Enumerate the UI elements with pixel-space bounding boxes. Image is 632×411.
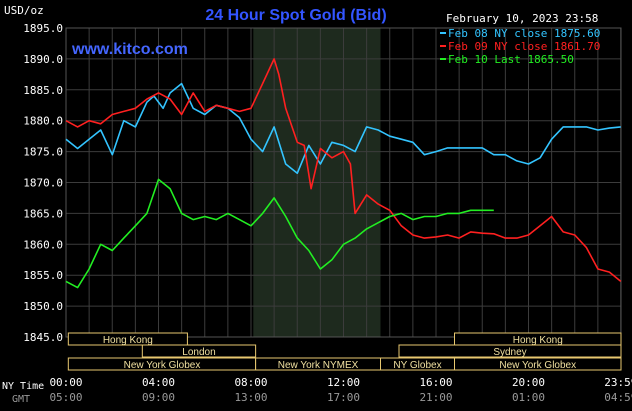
y-tick-label-3: 1880.0 bbox=[23, 115, 63, 128]
session-label-4: NY Globex bbox=[393, 360, 441, 371]
y-tick-label-7: 1860.0 bbox=[23, 238, 63, 251]
y-tick-label-2: 1885.0 bbox=[23, 84, 63, 97]
x-tick-gmt-0: 05:00 bbox=[49, 391, 82, 404]
y-tick-label-5: 1870.0 bbox=[23, 177, 63, 190]
gmt-label: GMT bbox=[12, 394, 30, 405]
x-tick-ny-0: 00:00 bbox=[49, 376, 82, 389]
y-tick-label-6: 1865.0 bbox=[23, 207, 63, 220]
session-box-6 bbox=[398, 344, 622, 358]
session-label-5: Hong Kong bbox=[513, 335, 563, 346]
legend-label-2: Feb 10 Last 1865.50 bbox=[448, 53, 574, 66]
series-line-1 bbox=[65, 58, 622, 283]
series-layer bbox=[65, 58, 622, 289]
legend: Feb 08 NY close 1875.60 Feb 09 NY close … bbox=[440, 27, 600, 66]
x-tick-gmt-2: 13:00 bbox=[234, 391, 267, 404]
x-tick-gmt-6: 04:59 bbox=[604, 391, 632, 404]
date-label: February 10, 2023 23:58 bbox=[446, 12, 598, 25]
session-layer: Hong Kong London New York Globex New York N… bbox=[67, 332, 622, 371]
x-tick-ny-5: 20:00 bbox=[512, 376, 545, 389]
x-tick-gmt-5: 01:00 bbox=[512, 391, 545, 404]
x-tick-gmt-3: 17:00 bbox=[327, 391, 360, 404]
x-tick-ny-6: 23:59 bbox=[604, 376, 632, 389]
session-label-2: New York Globex bbox=[124, 360, 201, 371]
watermark: www.kitco.com bbox=[71, 41, 188, 58]
x-tick-ny-3: 12:00 bbox=[327, 376, 360, 389]
chart-title: 24 Hour Spot Gold (Bid) bbox=[205, 7, 386, 24]
session-box-1 bbox=[141, 344, 257, 358]
x-tick-ny-1: 04:00 bbox=[142, 376, 175, 389]
x-tick-ny-4: 16:00 bbox=[419, 376, 452, 389]
session-box-7 bbox=[454, 357, 622, 371]
legend-label-0: Feb 08 NY close 1875.60 bbox=[448, 27, 600, 40]
x-tick-gmt-1: 09:00 bbox=[142, 391, 175, 404]
session-box-0 bbox=[67, 332, 188, 346]
x-tick-ny-2: 08:00 bbox=[234, 376, 267, 389]
legend-label-1: Feb 09 NY close 1861.70 bbox=[448, 40, 600, 53]
session-label-6: Sydney bbox=[493, 347, 526, 358]
session-label-7: New York Globex bbox=[499, 360, 576, 371]
axis-layer: 1895.0 1890.0 1885.0 1880.0 1875.0 1870.0 1865… bbox=[23, 22, 632, 404]
series-line-2 bbox=[65, 178, 494, 289]
ny-time-label: NY Time bbox=[2, 381, 44, 392]
plot-frame bbox=[65, 27, 622, 338]
x-tick-gmt-4: 21:00 bbox=[419, 391, 452, 404]
y-tick-label-4: 1875.0 bbox=[23, 146, 63, 159]
y-tick-label-10: 1845.0 bbox=[23, 331, 63, 344]
session-label-0: Hong Kong bbox=[103, 335, 153, 346]
session-label-1: London bbox=[182, 347, 215, 358]
y-tick-label-1: 1890.0 bbox=[23, 53, 63, 66]
series-line-0 bbox=[65, 82, 621, 174]
y-tick-label-9: 1850.0 bbox=[23, 300, 63, 313]
y-tick-label-8: 1855.0 bbox=[23, 269, 63, 282]
session-label-3: New York NYMEX bbox=[278, 360, 359, 371]
y-tick-label-0: 1895.0 bbox=[23, 22, 63, 35]
unit-label: USD/oz bbox=[4, 4, 44, 17]
